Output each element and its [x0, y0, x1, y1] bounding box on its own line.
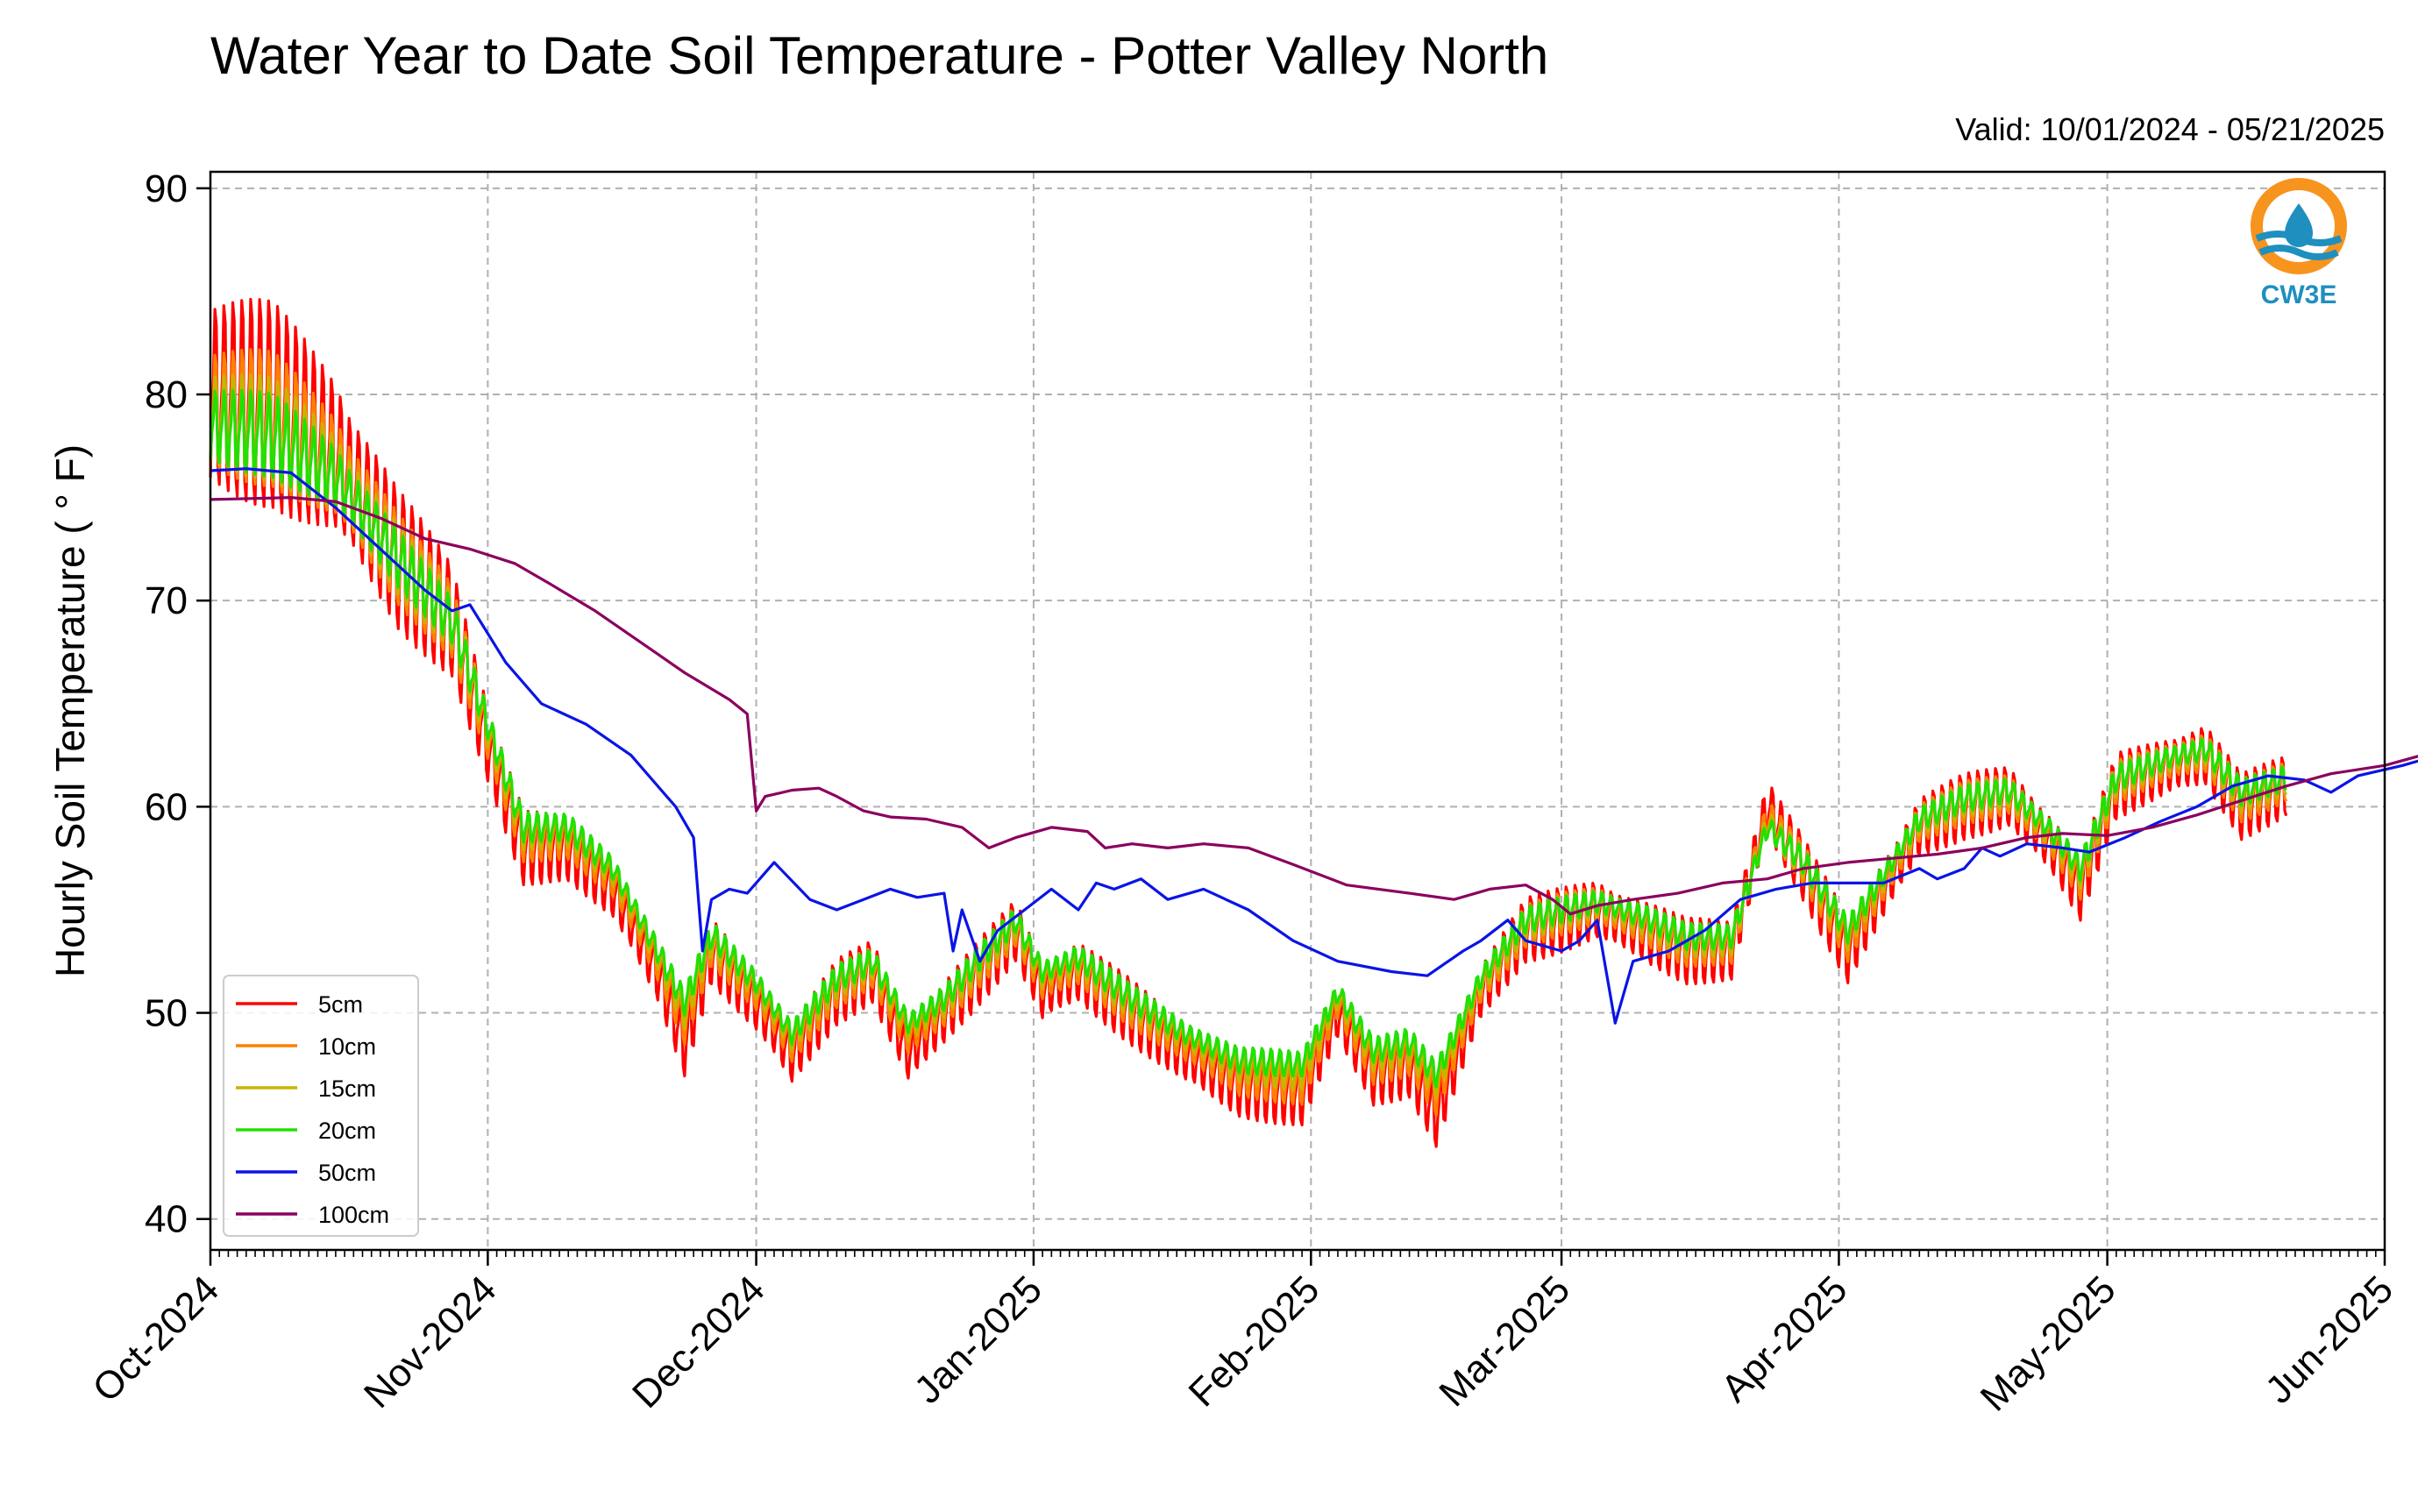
x-tick-label-Nov-2024: Nov-2024	[356, 1267, 505, 1416]
series-line-20cm	[209, 388, 2287, 1089]
x-tick-label-Jun-2025: Jun-2025	[2258, 1267, 2401, 1411]
series-line-10cm	[209, 348, 2288, 1118]
grid-lines	[210, 172, 2386, 1250]
y-axis: 40 50 60 70 80 90	[145, 167, 210, 1241]
cw3e-logo: CW3E	[2251, 178, 2347, 309]
chart-subtitle: Valid: 10/01/2024 - 05/21/2025	[1955, 111, 2385, 147]
y-tick-label-40: 40	[145, 1198, 188, 1241]
series-line-5cm	[209, 297, 2288, 1148]
logo-ring	[2251, 178, 2347, 274]
legend-label-15cm: 15cm	[318, 1075, 376, 1102]
series-lines	[209, 297, 2418, 1148]
series-line-100cm	[210, 496, 2418, 916]
y-tick-label-60: 60	[145, 785, 188, 828]
chart-title: Water Year to Date Soil Temperature - Po…	[210, 26, 1548, 85]
plot-frame	[209, 170, 2386, 1252]
legend-label-5cm: 5cm	[318, 991, 363, 1018]
y-tick-label-90: 90	[145, 167, 188, 210]
x-axis: Oct-2024 Nov-2024 Dec-2024 Jan-2025 Feb-2025…	[84, 1250, 2401, 1419]
series-line-15cm	[209, 373, 2288, 1100]
legend-label-20cm: 20cm	[318, 1118, 376, 1144]
legend-label-10cm: 10cm	[318, 1033, 376, 1060]
x-tick-label-Jan-2025: Jan-2025	[907, 1267, 1050, 1411]
logo-text: CW3E	[2261, 280, 2337, 309]
x-tick-label-Apr-2025: Apr-2025	[1713, 1267, 1856, 1410]
y-axis-label: Hourly Soil Temperature ( ° F)	[47, 444, 93, 977]
logo-wave-2	[2258, 245, 2339, 260]
y-tick-label-50: 50	[145, 992, 188, 1035]
series-line-50cm	[210, 467, 2418, 1025]
logo-wave-1	[2255, 231, 2343, 246]
y-tick-label-80: 80	[145, 373, 188, 416]
legend: 5cm 10cm 15cm 20cm 50cm 100cm	[223, 975, 419, 1237]
x-tick-label-May-2025: May-2025	[1973, 1267, 2124, 1419]
legend-label-50cm: 50cm	[318, 1160, 376, 1186]
x-tick-label-Mar-2025: Mar-2025	[1431, 1267, 1578, 1415]
x-tick-label-Oct-2024: Oct-2024	[84, 1267, 227, 1410]
legend-label-100cm: 100cm	[318, 1202, 389, 1228]
x-tick-label-Feb-2025: Feb-2025	[1181, 1267, 1328, 1415]
y-tick-label-70: 70	[145, 579, 188, 622]
x-tick-label-Dec-2024: Dec-2024	[624, 1267, 773, 1416]
